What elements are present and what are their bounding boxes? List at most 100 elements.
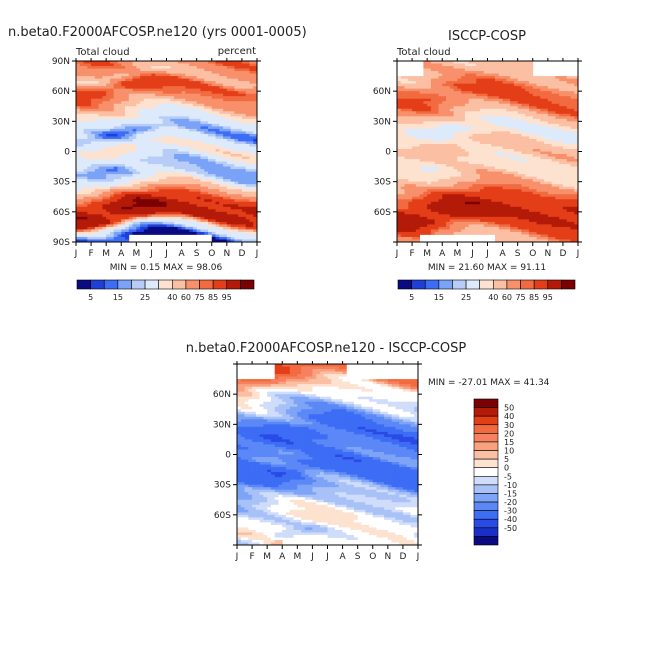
heat-cell bbox=[200, 186, 205, 190]
heat-cell bbox=[528, 101, 534, 105]
heat-cell bbox=[495, 66, 500, 69]
heat-cell bbox=[461, 138, 466, 142]
heat-cell bbox=[76, 216, 81, 220]
heat-cell bbox=[215, 179, 220, 183]
heat-cell bbox=[446, 106, 451, 110]
heat-cell bbox=[117, 179, 122, 183]
heat-cell bbox=[472, 71, 477, 74]
heat-cell bbox=[207, 171, 213, 175]
heat-cell bbox=[83, 236, 88, 240]
heat-cell bbox=[185, 226, 190, 230]
heat-cell bbox=[453, 116, 458, 120]
heat-cell bbox=[196, 63, 201, 67]
heat-cell bbox=[457, 101, 462, 105]
heat-cell bbox=[215, 209, 220, 213]
heat-cell bbox=[555, 141, 560, 145]
heat-cell bbox=[87, 189, 92, 193]
heat-cell bbox=[136, 199, 141, 203]
heat-cell bbox=[87, 166, 92, 170]
heat-cell bbox=[98, 224, 103, 228]
heat-cell bbox=[555, 93, 560, 97]
heat-cell bbox=[106, 201, 111, 205]
heat-cell bbox=[438, 98, 443, 102]
heat-cell bbox=[185, 179, 190, 183]
heat-cell bbox=[136, 161, 141, 165]
heat-cell bbox=[132, 76, 137, 79]
heat-cell bbox=[94, 106, 100, 110]
heat-cell bbox=[166, 93, 171, 97]
heat-cell bbox=[151, 229, 156, 233]
heat-cell bbox=[136, 154, 141, 157]
heat-cell bbox=[174, 126, 179, 130]
heat-cell bbox=[181, 103, 186, 107]
heat-cell bbox=[181, 201, 186, 205]
heat-cell bbox=[83, 179, 88, 183]
heat-cell bbox=[117, 239, 122, 243]
heat-cell bbox=[94, 164, 100, 167]
heat-cell bbox=[249, 93, 254, 97]
heat-cell bbox=[555, 118, 560, 122]
heat-cell bbox=[430, 61, 436, 64]
heat-cell bbox=[555, 111, 560, 115]
heat-cell bbox=[464, 83, 470, 87]
heat-cell bbox=[140, 231, 145, 235]
heat-cell bbox=[79, 141, 84, 145]
heat-cell bbox=[102, 209, 107, 213]
heat-cell bbox=[574, 81, 579, 85]
heat-cell bbox=[151, 169, 156, 173]
heat-cell bbox=[540, 131, 545, 135]
heat-cell bbox=[207, 106, 213, 110]
heat-cell bbox=[536, 81, 541, 85]
heat-cell bbox=[192, 224, 198, 228]
colorbar-swatch bbox=[117, 279, 132, 290]
heat-cell bbox=[76, 174, 81, 178]
heat-cell bbox=[128, 118, 133, 122]
heat-cell bbox=[155, 61, 160, 64]
heat-cell bbox=[94, 206, 100, 210]
heat-cell bbox=[215, 239, 220, 243]
heat-cell bbox=[106, 86, 111, 90]
heat-cell bbox=[83, 91, 88, 95]
heat-cell bbox=[136, 189, 141, 193]
heat-cell bbox=[106, 206, 111, 210]
heat-cell bbox=[476, 111, 481, 115]
heat-cell bbox=[226, 176, 231, 180]
heat-cell bbox=[253, 146, 258, 150]
heat-cell bbox=[446, 116, 451, 120]
heat-cell bbox=[200, 103, 205, 107]
heat-cell bbox=[185, 171, 190, 175]
heat-cell bbox=[226, 186, 231, 190]
heat-cell bbox=[143, 93, 149, 97]
heat-cell bbox=[109, 108, 115, 112]
heat-cell bbox=[147, 73, 152, 77]
heat-cell bbox=[427, 71, 432, 74]
heat-cell bbox=[151, 91, 156, 95]
heat-cell bbox=[83, 141, 88, 145]
heat-cell bbox=[423, 96, 428, 100]
heat-cell bbox=[544, 83, 549, 87]
heat-cell bbox=[219, 151, 224, 155]
heat-cell bbox=[211, 146, 216, 150]
heat-cell bbox=[200, 133, 205, 137]
heat-cell bbox=[158, 148, 164, 152]
heat-cell bbox=[430, 118, 436, 122]
heat-cell bbox=[121, 161, 126, 165]
heat-cell bbox=[128, 81, 133, 85]
heat-cell bbox=[234, 169, 239, 173]
heat-cell bbox=[207, 91, 213, 95]
heat-cell bbox=[143, 221, 149, 225]
heat-cell bbox=[87, 86, 92, 90]
heat-cell bbox=[400, 141, 405, 145]
heat-cell bbox=[215, 126, 220, 130]
heat-cell bbox=[517, 98, 522, 102]
heat-cell bbox=[513, 113, 519, 117]
heat-cell bbox=[151, 148, 156, 152]
heat-cell bbox=[211, 96, 216, 100]
heat-cell bbox=[415, 86, 421, 90]
heat-cell bbox=[143, 231, 149, 235]
heat-cell bbox=[132, 116, 137, 120]
heat-cell bbox=[574, 86, 579, 90]
heat-cell bbox=[245, 176, 250, 180]
heat-cell bbox=[155, 111, 160, 115]
